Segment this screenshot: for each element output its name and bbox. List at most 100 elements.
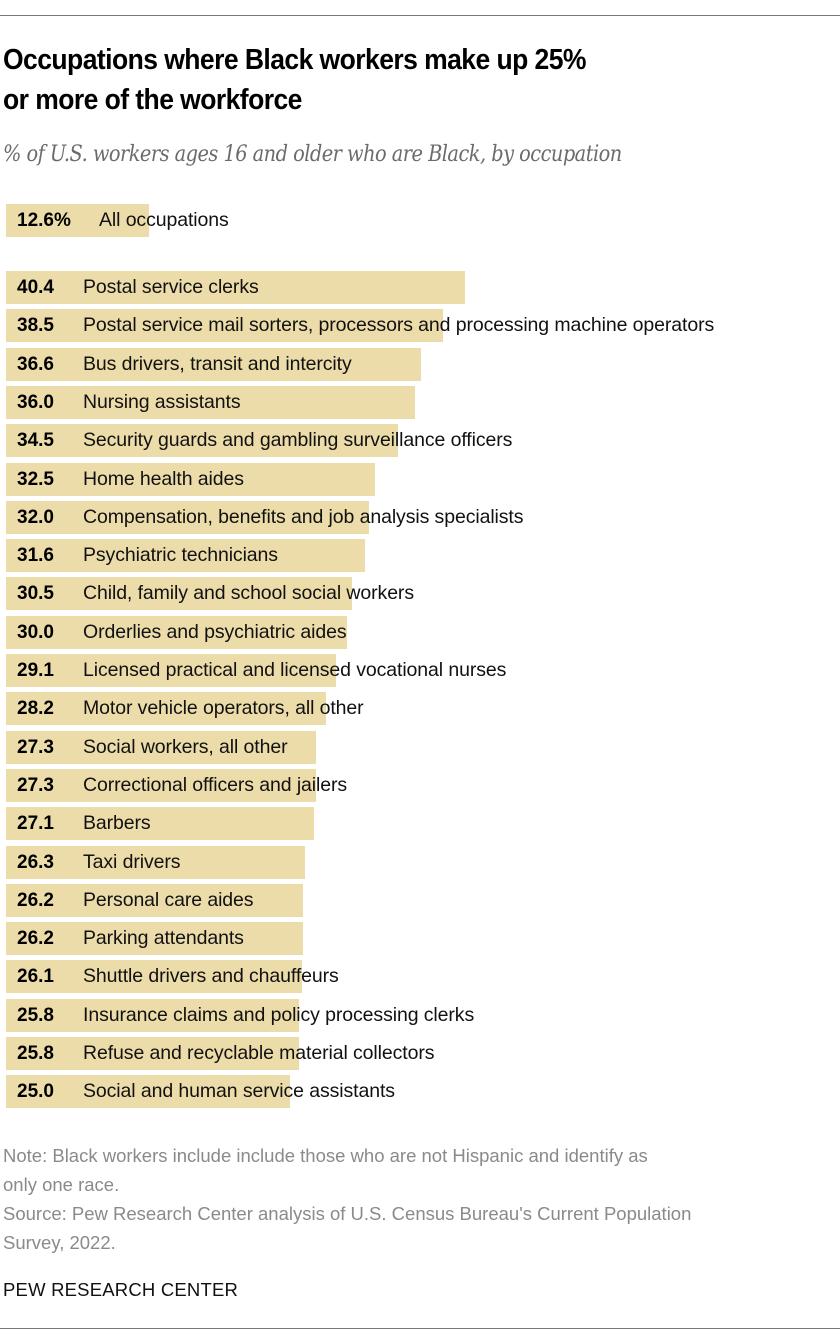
bar-row: 30.0 Orderlies and psychiatric aides xyxy=(6,615,836,649)
bar-row: 26.2 Parking attendants xyxy=(6,922,836,956)
bar-row: 36.0 Nursing assistants xyxy=(6,385,836,419)
bar-value: 25.8 xyxy=(17,1043,54,1064)
bar-value: 28.2 xyxy=(17,698,54,720)
top-rule xyxy=(0,15,840,16)
bar-label: Social and human service assistants xyxy=(83,1080,395,1103)
bar xyxy=(6,922,304,956)
bar xyxy=(6,539,365,573)
bar xyxy=(6,309,443,343)
bar-value: 32.5 xyxy=(17,468,54,490)
notes: Note: Black workers include include thos… xyxy=(3,1141,833,1257)
title-line-1: Occupations where Black workers make up … xyxy=(3,44,586,76)
bar xyxy=(6,615,347,649)
bar-label: Child, family and school social workers xyxy=(83,582,414,605)
bar-label: All occupations xyxy=(99,209,229,231)
bar-value: 27.3 xyxy=(17,774,54,796)
note-line-1: Note: Black workers include include thos… xyxy=(3,1145,648,1166)
bar-value: 26.3 xyxy=(17,851,54,873)
bar-row: 25.0 Social and human service assistants xyxy=(6,1075,836,1109)
bar-row: 32.5 Home health aides xyxy=(6,462,836,496)
bar xyxy=(6,347,422,381)
bar-row: 32.0 Compensation, benefits and job analy… xyxy=(6,500,836,534)
bar xyxy=(6,768,316,802)
bar-row-all-occupations: 12.6% All occupations xyxy=(6,204,836,237)
bar-row: 34.5 Security guards and gambling surveil… xyxy=(6,424,836,458)
title-line-2: or more of the workforce xyxy=(3,84,302,116)
bar-label: Barbers xyxy=(83,812,151,835)
bar xyxy=(6,271,465,304)
bar-value: 34.5 xyxy=(17,430,54,452)
bar-label: Shuttle drivers and chauffeurs xyxy=(83,965,339,988)
bar-row: 38.5 Postal service mail sorters, process… xyxy=(6,309,836,343)
bar-row: 29.1 Licensed practical and licensed voca… xyxy=(6,654,836,687)
bar xyxy=(6,692,327,726)
bar-label: Licensed practical and licensed vocation… xyxy=(83,659,507,681)
bar-label: Personal care aides xyxy=(83,888,254,911)
bar-label: Bus drivers, transit and intercity xyxy=(83,352,352,375)
bar-value: 12.6% xyxy=(17,210,71,231)
bar-label: Taxi drivers xyxy=(83,850,181,873)
bar-row: 25.8 Refuse and recyclable material colle… xyxy=(6,1037,836,1070)
bar-label: Security guards and gambling surveillanc… xyxy=(83,429,513,452)
bar-row: 25.8 Insurance claims and policy processi… xyxy=(6,998,836,1032)
bar-label: Home health aides xyxy=(83,467,244,490)
bar-value: 40.4 xyxy=(17,277,54,298)
bar-row: 26.3 Taxi drivers xyxy=(6,845,836,879)
bar-row: 31.6 Psychiatric technicians xyxy=(6,539,836,573)
bar-value: 29.1 xyxy=(17,660,54,681)
bar xyxy=(6,500,370,534)
bar-label: Orderlies and psychiatric aides xyxy=(83,620,347,643)
chart-title: Occupations where Black workers make up … xyxy=(3,40,766,120)
bar-label: Motor vehicle operators, all other xyxy=(83,697,364,720)
bar-value: 25.0 xyxy=(17,1081,54,1103)
bar-label: Social workers, all other xyxy=(83,735,288,758)
bar-row: 27.3 Social workers, all other xyxy=(6,730,836,764)
bar-value: 26.2 xyxy=(17,928,54,950)
bar xyxy=(6,807,314,841)
bar xyxy=(6,730,316,764)
bar-value: 27.3 xyxy=(17,736,54,758)
bar xyxy=(6,845,305,879)
bar xyxy=(6,1075,290,1109)
bar-value: 38.5 xyxy=(17,315,54,337)
bar-label: Nursing assistants xyxy=(83,390,241,413)
source-line-1: Source: Pew Research Center analysis of … xyxy=(3,1203,692,1224)
bar-row: 40.4 Postal service clerks xyxy=(6,271,836,304)
bar-label: Correctional officers and jailers xyxy=(83,773,348,796)
bar-row: 26.1 Shuttle drivers and chauffeurs xyxy=(6,960,836,994)
bar xyxy=(6,1037,299,1070)
bar-label: Postal service mail sorters, processors … xyxy=(83,314,715,337)
bar-value: 27.1 xyxy=(17,813,54,835)
bar xyxy=(6,883,304,917)
chart-subtitle: % of U.S. workers ages 16 and older who … xyxy=(3,142,622,167)
bar xyxy=(6,577,353,611)
bar-label: Insurance claims and policy processing c… xyxy=(83,1003,475,1026)
bar xyxy=(6,654,337,687)
bar-value: 30.5 xyxy=(17,583,54,605)
bar-value: 36.6 xyxy=(17,353,54,375)
bar-value: 25.8 xyxy=(17,1004,54,1026)
bar xyxy=(6,385,415,419)
bar xyxy=(6,424,398,458)
source-line-2: Survey, 2022. xyxy=(3,1232,116,1253)
brand-logo-text: PEW RESEARCH CENTER xyxy=(3,1279,239,1300)
bar-value: 30.0 xyxy=(17,621,54,643)
bar-all-occupations xyxy=(6,204,149,237)
bar-row: 30.5 Child, family and school social work… xyxy=(6,577,836,611)
bar-value: 26.2 xyxy=(17,889,54,911)
bar xyxy=(6,960,303,994)
bar-row: 27.3 Correctional officers and jailers xyxy=(6,768,836,802)
bar-row: 27.1 Barbers xyxy=(6,807,836,841)
bar-row: 28.2 Motor vehicle operators, all other xyxy=(6,692,836,726)
bar-row: 26.2 Personal care aides xyxy=(6,883,836,917)
bar-value: 26.1 xyxy=(17,966,54,988)
bar-label: Postal service clerks xyxy=(83,276,259,298)
note-line-2: only one race. xyxy=(3,1174,120,1195)
bar-row: 36.6 Bus drivers, transit and intercity xyxy=(6,347,836,381)
bar-label: Compensation, benefits and job analysis … xyxy=(83,505,524,528)
bar-label: Refuse and recyclable material collector… xyxy=(83,1042,435,1064)
bar-value: 31.6 xyxy=(17,545,54,567)
bar xyxy=(6,998,299,1032)
bottom-rule xyxy=(0,1328,840,1329)
bar-label: Parking attendants xyxy=(83,927,244,950)
